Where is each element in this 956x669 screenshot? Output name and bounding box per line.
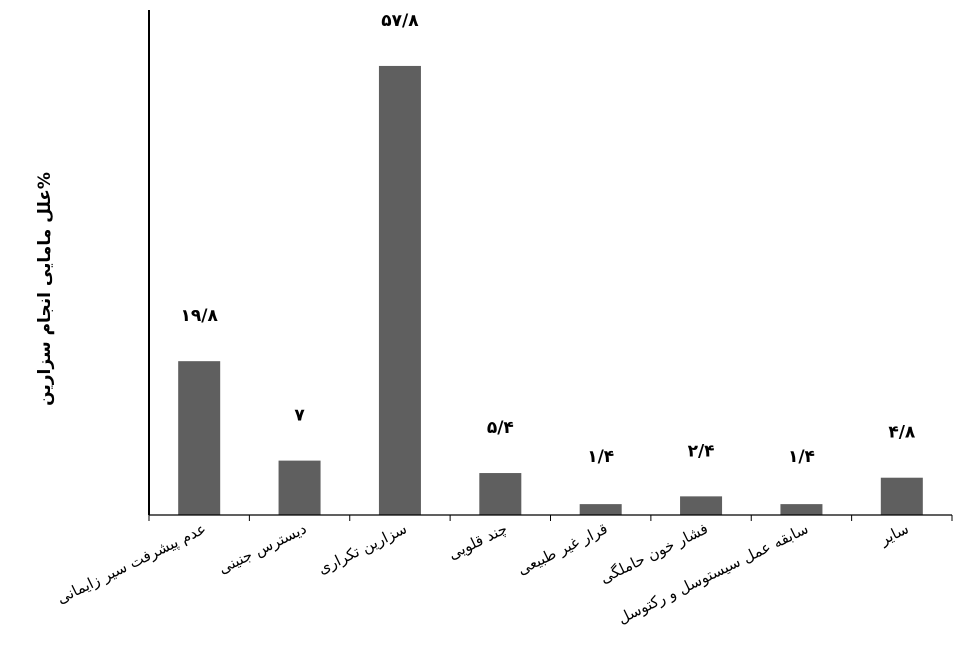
category-label: سزارین تکراری bbox=[315, 519, 410, 577]
category-label: چند قلویی bbox=[446, 519, 511, 563]
bar bbox=[880, 477, 923, 515]
value-label: ۱/۴ bbox=[587, 447, 614, 467]
bar bbox=[278, 460, 321, 515]
category-label: عدم پیشرفت سیر زایمانی bbox=[54, 519, 209, 608]
value-label: ۱/۴ bbox=[788, 447, 815, 467]
bar bbox=[178, 361, 221, 515]
category-labels-group: عدم پیشرفت سیر زایمانی دیسترس جنینی سزارین… bbox=[54, 519, 912, 627]
category-label: سایر bbox=[876, 519, 911, 549]
value-label: ۵۷/۸ bbox=[381, 11, 419, 31]
bar bbox=[680, 496, 723, 515]
bars-group bbox=[178, 65, 923, 515]
category-label: قرار غیر طبیعی bbox=[515, 519, 611, 578]
category-label: دیسترس جنینی bbox=[216, 519, 310, 577]
y-axis-title: علل مامایی انجام سزارین% bbox=[35, 172, 55, 406]
x-ticks-group bbox=[148, 515, 953, 521]
value-label: ۵/۴ bbox=[487, 418, 514, 438]
value-label: ۱۹/۸ bbox=[181, 306, 219, 326]
value-labels-group: ۱۹/۸ ۷ ۵۷/۸ ۵/۴ ۱/۴ ۲/۴ ۱/۴ ۴/۸ bbox=[181, 11, 916, 467]
value-label: ۴/۸ bbox=[888, 423, 916, 443]
bar bbox=[378, 65, 421, 515]
bar bbox=[780, 504, 823, 515]
category-label: سابقه عمل سیستوسل و رکتوسل bbox=[615, 519, 811, 627]
bar bbox=[479, 473, 522, 515]
value-label: ۲/۴ bbox=[688, 441, 715, 461]
bar bbox=[579, 504, 622, 515]
value-label: ۷ bbox=[294, 406, 305, 426]
